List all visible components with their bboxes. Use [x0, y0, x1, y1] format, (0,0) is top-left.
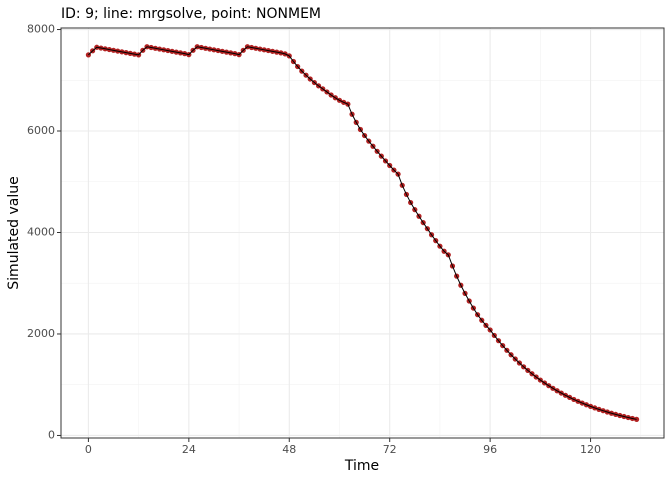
point [633, 416, 640, 422]
x-tick-label: 120 [580, 443, 601, 456]
line [88, 46, 637, 420]
x-tick-label: 96 [483, 443, 497, 456]
y-axis-title: Simulated value [6, 176, 22, 289]
x-tick-label: 24 [182, 443, 196, 456]
x-tick-label: 48 [282, 443, 296, 456]
chart-title: ID: 9; line: mrgsolve, point: NONMEM [61, 6, 321, 22]
y-tick-label: 8000 [27, 23, 55, 36]
x-tick-label: 0 [85, 443, 92, 456]
y-tick-label: 6000 [27, 124, 55, 137]
panel-border [60, 27, 665, 439]
x-tick-label: 72 [383, 443, 397, 456]
y-tick-label: 4000 [27, 225, 55, 238]
y-tick-label: 2000 [27, 327, 55, 340]
y-tick-label: 0 [48, 428, 55, 441]
x-axis-title: Time [344, 458, 379, 474]
